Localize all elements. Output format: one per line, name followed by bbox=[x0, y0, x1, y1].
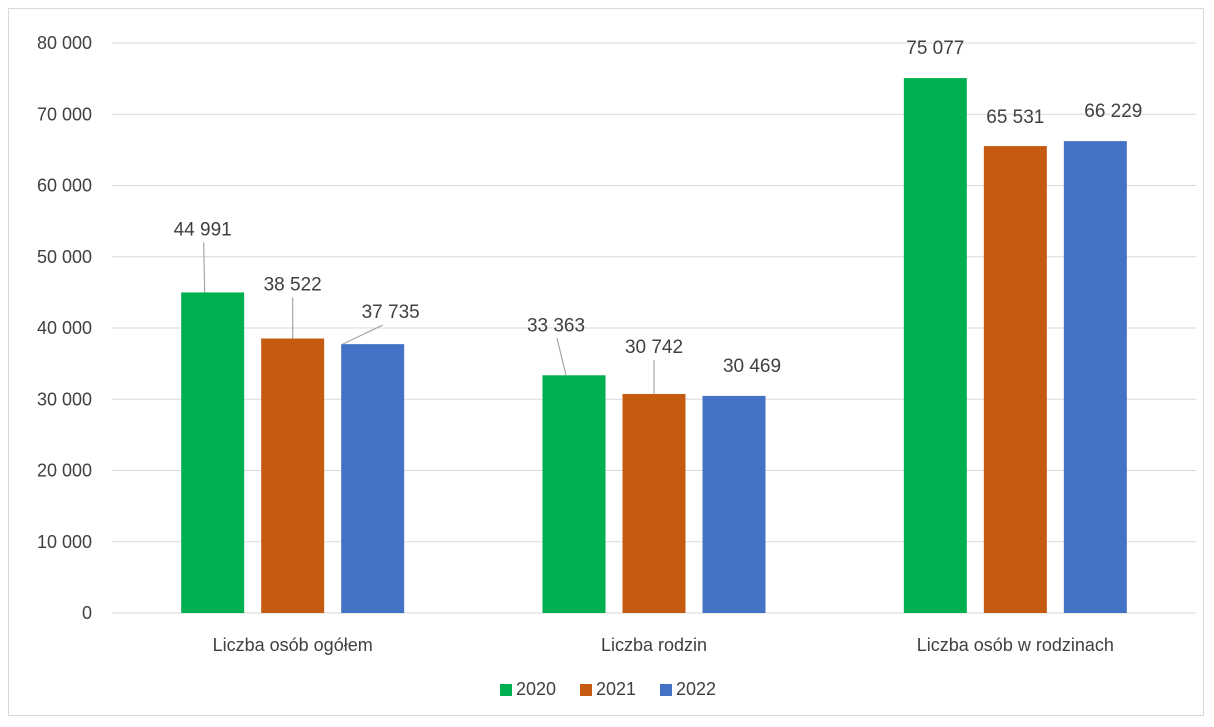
leader-line bbox=[556, 338, 567, 376]
y-tick-label: 50 000 bbox=[37, 247, 92, 267]
data-label: 75 077 bbox=[906, 38, 964, 59]
data-label: 30 469 bbox=[723, 356, 781, 377]
y-tick-label: 60 000 bbox=[37, 176, 92, 196]
leader-lines bbox=[203, 242, 655, 394]
data-label: 65 531 bbox=[986, 107, 1044, 128]
bar-2021 bbox=[261, 338, 325, 613]
bar-2021 bbox=[622, 393, 686, 613]
x-axis-categories: Liczba osób ogółem Liczba rodzin Liczba os… bbox=[213, 635, 1114, 655]
y-tick-label: 20 000 bbox=[37, 461, 92, 481]
legend-label: 2022 bbox=[676, 679, 716, 699]
bars bbox=[181, 78, 1127, 614]
y-tick-label: 80 000 bbox=[37, 33, 92, 53]
leader-line bbox=[342, 324, 383, 345]
bar-2020 bbox=[542, 375, 606, 613]
data-label: 66 229 bbox=[1084, 101, 1142, 122]
legend-swatch-2021 bbox=[580, 684, 592, 696]
bar-2020 bbox=[181, 292, 245, 613]
x-category-label: Liczba osób ogółem bbox=[213, 635, 373, 655]
bar-2022 bbox=[702, 395, 766, 613]
bar-2020 bbox=[903, 78, 967, 614]
data-labels: 44 991 38 522 37 735 33 363 30 742 30 469 75 0… bbox=[174, 38, 1143, 377]
x-category-label: Liczba rodzin bbox=[601, 635, 707, 655]
legend: 2020 2021 2022 bbox=[500, 679, 716, 699]
legend-swatch-2022 bbox=[660, 684, 672, 696]
bar-2021 bbox=[983, 146, 1047, 614]
data-label: 33 363 bbox=[527, 315, 585, 336]
bar-2022 bbox=[1063, 141, 1127, 613]
legend-label: 2021 bbox=[596, 679, 636, 699]
bar-2022 bbox=[341, 344, 405, 613]
x-category-label: Liczba osób w rodzinach bbox=[917, 635, 1114, 655]
data-label: 30 742 bbox=[625, 337, 683, 358]
data-label: 37 735 bbox=[362, 302, 420, 323]
y-tick-label: 0 bbox=[82, 603, 92, 623]
legend-swatch-2020 bbox=[500, 684, 512, 696]
y-tick-label: 70 000 bbox=[37, 104, 92, 124]
y-axis-ticks: 0 10 000 20 000 30 000 40 000 50 000 60 000 70 … bbox=[37, 33, 92, 623]
legend-label: 2020 bbox=[516, 679, 556, 699]
y-tick-label: 40 000 bbox=[37, 318, 92, 338]
data-label: 38 522 bbox=[264, 275, 322, 296]
leader-line bbox=[203, 242, 206, 293]
y-tick-label: 10 000 bbox=[37, 532, 92, 552]
y-tick-label: 30 000 bbox=[37, 389, 92, 409]
data-label: 44 991 bbox=[174, 219, 232, 240]
